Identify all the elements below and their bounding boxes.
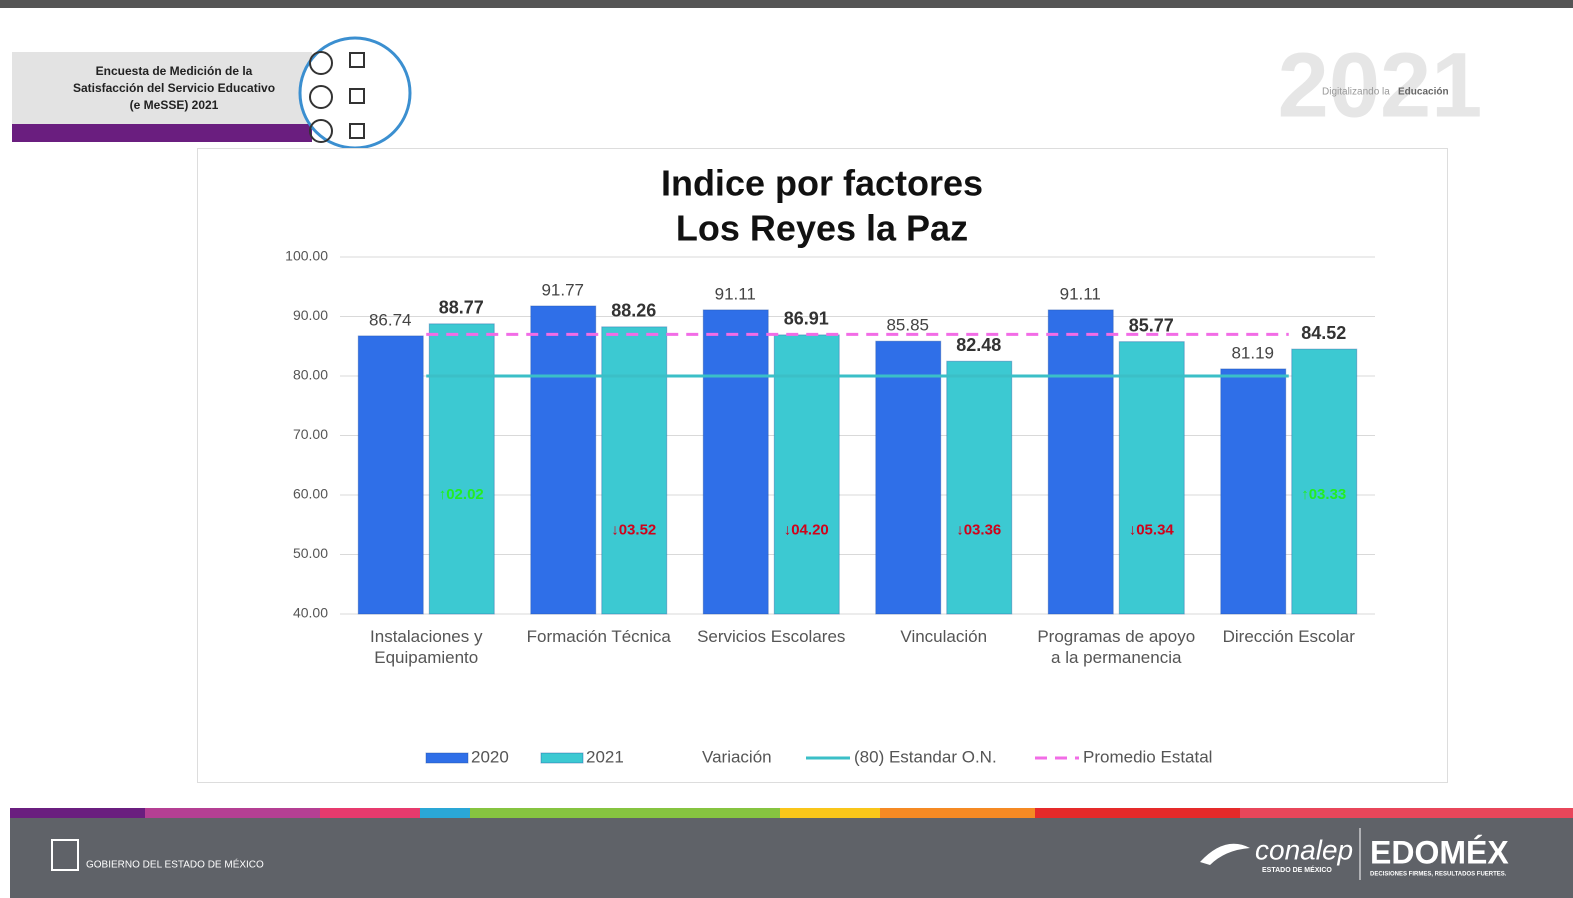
header-box xyxy=(12,52,312,124)
bar-value-label: 86.91 xyxy=(784,309,829,329)
plot: 40.00 50.00 60.00 70.00 80.00 90.00 100.00 86.7… xyxy=(285,248,1375,766)
bar xyxy=(875,340,942,615)
variation-label: ↓03.36 xyxy=(956,522,1001,539)
slogan: Digitalizando la xyxy=(1322,87,1390,98)
legend-label: Promedio Estatal xyxy=(1083,747,1212,766)
bar xyxy=(946,360,1013,615)
bar-value-label: 88.26 xyxy=(611,301,656,321)
stripe xyxy=(10,808,1573,818)
icon-faces xyxy=(309,51,365,143)
legend-label: (80) Estandar O.N. xyxy=(854,747,997,766)
bar-value-label: 85.77 xyxy=(1129,315,1174,335)
bar-value-label: 91.11 xyxy=(715,284,756,303)
bar-value-label: 86.74 xyxy=(369,310,412,329)
brand-sub: ESTADO DE MÉXICO xyxy=(1262,865,1332,874)
legend-swatch xyxy=(540,752,584,764)
bar xyxy=(702,309,769,615)
y-tick-label: 80.00 xyxy=(293,367,328,383)
chart-title: Indice por factores xyxy=(661,163,983,204)
y-tick-label: 70.00 xyxy=(293,426,328,442)
bar-value-label: 91.11 xyxy=(1060,284,1101,303)
x-tick-label: Instalaciones y Equipamiento xyxy=(370,627,483,667)
survey-icon xyxy=(298,36,412,150)
y-tick-label: 60.00 xyxy=(293,486,328,502)
bar xyxy=(773,334,840,615)
bar xyxy=(428,323,495,615)
bar-value-label: 84.52 xyxy=(1301,323,1346,343)
variation-label: ↓04.20 xyxy=(784,522,829,539)
bar xyxy=(357,335,424,615)
legend-label: 2020 xyxy=(471,747,509,766)
slogan-bold: Educación xyxy=(1398,87,1449,98)
y-tick-label: 50.00 xyxy=(293,545,328,561)
y-tick-label: 40.00 xyxy=(293,605,328,621)
x-tick-label: Dirección Escolar xyxy=(1222,627,1355,646)
bar-value-label: 85.85 xyxy=(886,316,929,335)
brand: conalep xyxy=(1255,834,1353,865)
survey-title: Encuesta de Medición de la Satisfacción d… xyxy=(73,64,275,112)
x-tick-label: Vinculación xyxy=(900,627,988,646)
bar xyxy=(1047,309,1114,615)
variation-label: ↓05.34 xyxy=(1129,522,1175,539)
bar-value-label: 88.77 xyxy=(439,298,484,318)
bar xyxy=(530,305,597,615)
x-tick-label: Servicios Escolares xyxy=(697,627,846,646)
x-tick-label: Programas de apoyo a la permanencia xyxy=(1037,627,1196,667)
bar-value-label: 91.77 xyxy=(541,280,584,299)
variation-label: ↓03.52 xyxy=(611,522,656,539)
top-bar xyxy=(0,0,1573,8)
gov-logo xyxy=(51,839,79,871)
gov-text: GOBIERNO DEL ESTADO DE MÉXICO xyxy=(86,858,264,871)
bar xyxy=(601,326,668,615)
legend-swatch xyxy=(425,752,469,764)
footer xyxy=(10,818,1573,898)
x-tick-label: Formación Técnica xyxy=(526,627,671,646)
edomex: EDOMÉX xyxy=(1370,834,1509,870)
bar xyxy=(1118,341,1185,615)
bar-value-label: 82.48 xyxy=(956,335,1001,355)
chart-subtitle: Los Reyes la Paz xyxy=(676,208,968,249)
legend-label: 2021 xyxy=(586,747,624,766)
variation-label: ↑02.02 xyxy=(439,486,484,503)
legend-label: Variación xyxy=(702,747,772,766)
bar xyxy=(1291,348,1358,615)
bar-value-label: 81.19 xyxy=(1231,343,1274,362)
y-tick-label: 90.00 xyxy=(293,307,328,323)
header-strip xyxy=(12,124,312,142)
year-watermark: 2021 xyxy=(1278,34,1483,136)
bar xyxy=(1220,368,1287,615)
edomex-sub: DECISIONES FIRMES, RESULTADOS FUERTES. xyxy=(1370,872,1507,878)
y-tick-label: 100.00 xyxy=(285,248,328,264)
conalep-logo xyxy=(1200,843,1250,865)
variation-label: ↑03.33 xyxy=(1301,486,1346,503)
